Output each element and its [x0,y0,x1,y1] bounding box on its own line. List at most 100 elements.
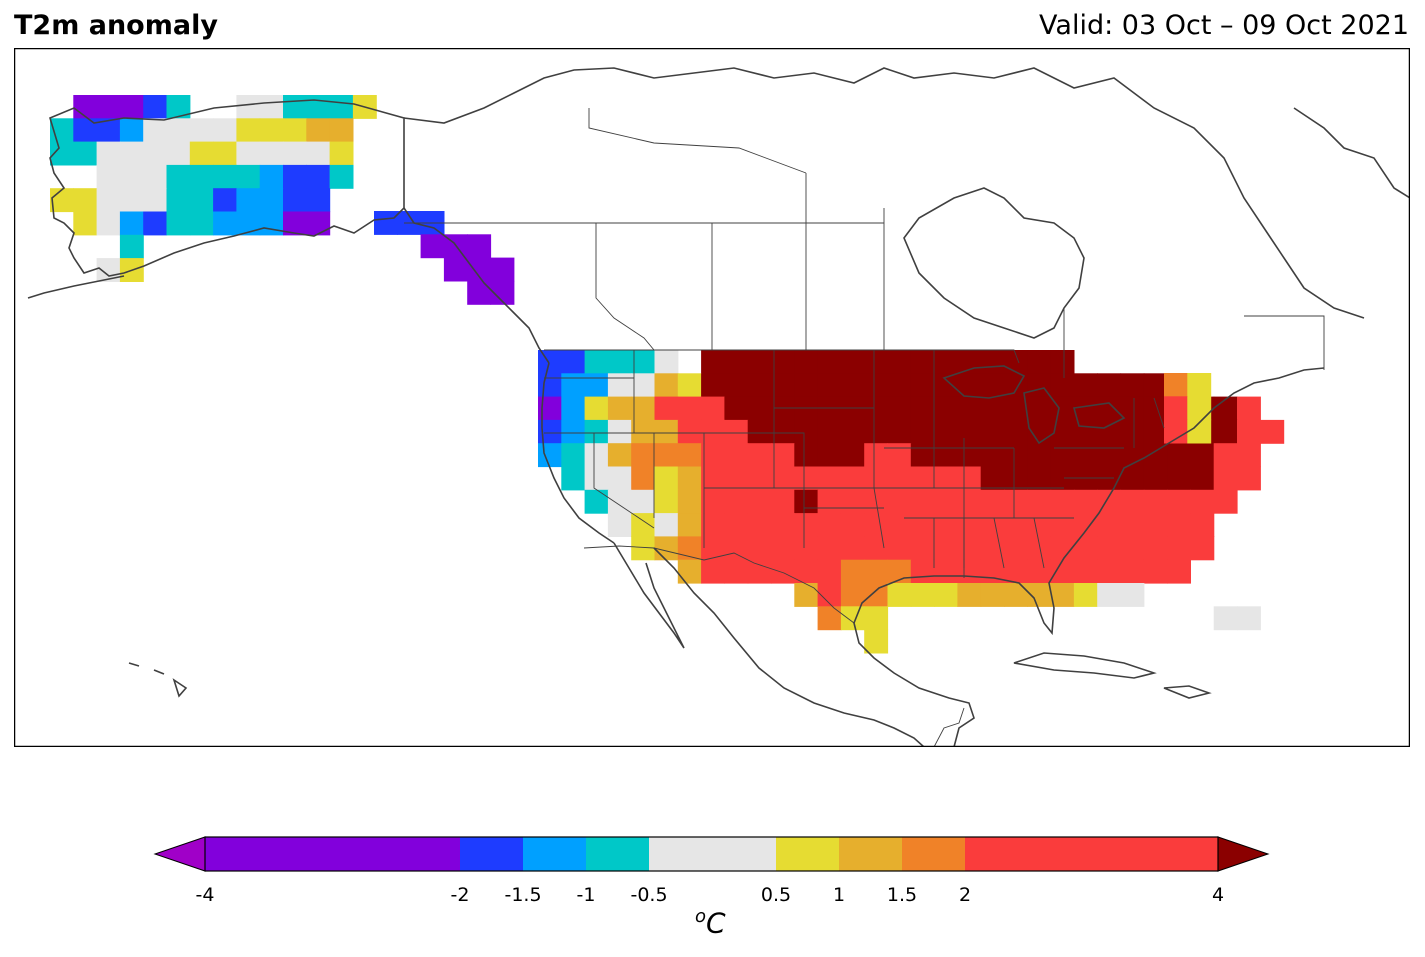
anomaly-cell [96,258,121,282]
anomaly-cell [724,373,749,398]
anomaly-cell [654,536,679,561]
anomaly-cell [957,396,982,421]
anomaly-cell [817,513,842,537]
colorbar-bin [965,837,1218,871]
anomaly-cell [957,373,982,398]
anomaly-cell [1120,396,1145,421]
colorbar-bin [902,837,965,871]
anomaly-cell [1050,396,1075,421]
anomaly-cell [910,489,935,514]
anomaly-cell [1027,396,1052,421]
anomaly-cell [794,373,819,398]
anomaly-cell [1097,419,1122,444]
anomaly-cell [1260,419,1285,444]
anomaly-cell [980,513,1005,537]
anomaly-cell [1143,419,1168,444]
anomaly-cell [910,513,935,537]
colorbar-tick-label: -1.5 [504,884,542,906]
colorbar-bin [460,837,523,871]
anomaly-cell [654,419,679,444]
anomaly-cell [143,141,168,166]
anomaly-cell [584,419,609,444]
anomaly-cell [119,234,144,259]
anomaly-cell [607,396,632,421]
anomaly-cell [677,489,702,514]
anomaly-cell [119,188,144,213]
anomaly-cell [1213,396,1238,421]
anomaly-cell [96,141,121,166]
anomaly-cell [189,164,214,189]
anomaly-cell [1004,559,1028,584]
anomaly-cell [1027,443,1052,468]
anomaly-cell [701,536,725,561]
anomaly-cell [677,373,702,398]
anomaly-cell [864,443,889,468]
anomaly-cell [701,396,725,421]
anomaly-cell [1073,443,1098,468]
anomaly-cell [1143,466,1168,491]
anomaly-cell [259,211,284,236]
anomaly-cell [817,443,842,468]
anomaly-cell [980,583,1005,607]
anomaly-cell [166,141,191,166]
anomaly-cell [1097,396,1122,421]
anomaly-cell [1120,583,1145,607]
anomaly-cell [561,396,586,421]
anomaly-cell [1027,513,1052,537]
anomaly-cell [864,606,889,631]
anomaly-cell [840,513,865,537]
anomaly-cell [771,443,795,468]
colorbar-tick-label: -0.5 [630,884,668,906]
anomaly-cell [677,419,702,444]
anomaly-cell [631,373,656,398]
anomaly-cell [724,466,749,491]
anomaly-cell [794,489,819,514]
anomaly-cell [306,118,331,143]
anomaly-cell [1237,443,1261,468]
anomaly-cell [864,629,889,654]
anomaly-cell [259,118,284,143]
anomaly-cell [1164,419,1188,444]
anomaly-cell [584,443,609,468]
anomaly-cell [143,211,168,236]
anomaly-cell [654,373,679,398]
anomaly-cell [840,396,865,421]
anomaly-cell [306,188,331,213]
anomaly-cell [934,559,958,584]
anomaly-cell [259,141,284,166]
anomaly-cell [607,419,632,444]
anomaly-cell [236,188,261,213]
anomaly-cell [864,419,889,444]
anomaly-cell [1097,536,1122,561]
anomaly-cell [1050,466,1075,491]
anomaly-cell [1004,396,1028,421]
anomaly-cell [1073,373,1098,398]
anomaly-cell [840,559,865,584]
anomaly-cell [840,489,865,514]
anomaly-cell [840,373,865,398]
anomaly-cell [910,559,935,584]
colorbar-bin [839,837,902,871]
anomaly-cell [701,489,725,514]
anomaly-cell [631,489,656,514]
anomaly-cell [887,466,912,491]
anomaly-cell [1120,373,1145,398]
anomaly-cell [794,583,819,607]
anomaly-cell [864,396,889,421]
colorbar-tick-label: 4 [1211,884,1225,906]
anomaly-cell [794,350,819,374]
anomaly-cell [934,583,958,607]
anomaly-cell [143,118,168,143]
anomaly-cell [771,419,795,444]
anomaly-cell [631,350,656,374]
anomaly-cell [771,489,795,514]
anomaly-cell [631,419,656,444]
anomaly-cell [910,536,935,561]
anomaly-cell [1143,489,1168,514]
anomaly-cell [724,350,749,374]
anomaly-cell [910,466,935,491]
anomaly-cell [119,141,144,166]
anomaly-cell [283,188,307,213]
anomaly-cell [189,141,214,166]
anomaly-cell [840,443,865,468]
